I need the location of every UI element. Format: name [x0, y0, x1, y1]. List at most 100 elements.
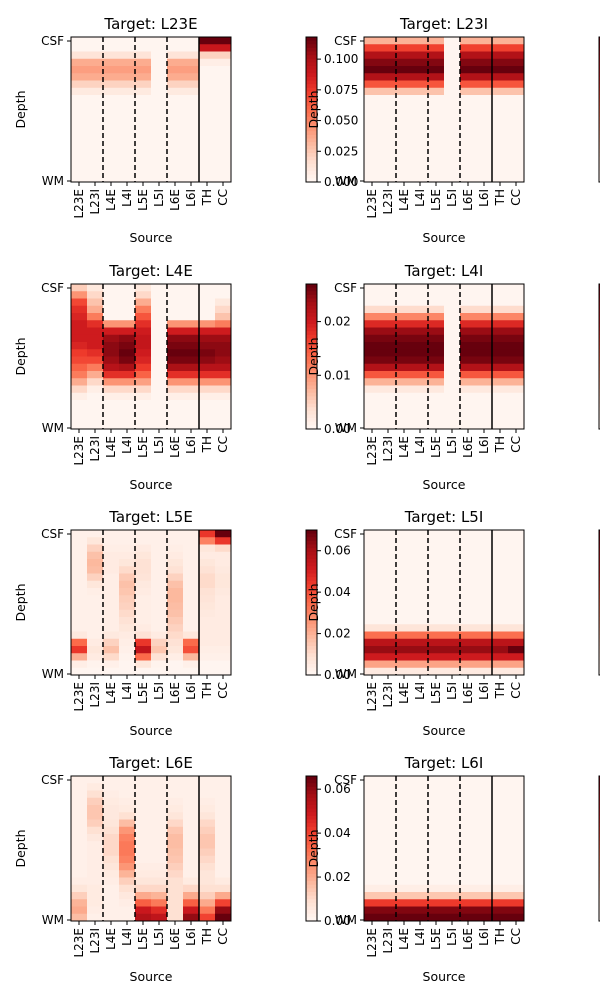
heatmap-cell — [444, 407, 461, 415]
heatmap-cell — [428, 73, 445, 81]
x-tick-label: L23I — [88, 928, 102, 954]
heatmap-cell — [396, 407, 413, 415]
plot-frame — [363, 529, 525, 676]
y-axis-label: Depth — [306, 90, 321, 128]
heatmap-cell — [135, 363, 152, 372]
heatmap-cell — [215, 138, 232, 147]
heatmap-cell — [135, 660, 152, 669]
heatmap-cell — [151, 537, 168, 545]
heatmap-cell — [508, 906, 525, 915]
x-tick-label: L6I — [184, 682, 198, 700]
heatmap-cell — [167, 537, 184, 545]
colorbar-segment — [306, 913, 317, 918]
heatmap-cell — [135, 313, 152, 321]
heatmap-cell — [364, 855, 381, 864]
heatmap-cell — [151, 124, 168, 132]
heatmap-cell — [380, 848, 397, 857]
heatmap-cell — [412, 906, 429, 915]
heatmap-cell — [428, 631, 445, 640]
heatmap-cell — [364, 913, 381, 922]
heatmap-cell — [364, 544, 381, 553]
heatmap-cell — [492, 797, 509, 806]
heatmap-cell — [364, 819, 381, 828]
heatmap-cell — [492, 116, 509, 125]
heatmap-cell — [444, 349, 461, 357]
colorbar-segment — [306, 656, 317, 662]
heatmap-cell — [119, 667, 136, 676]
heatmap-cell — [412, 356, 429, 365]
heatmap-cell — [396, 776, 413, 784]
heatmap-cell — [87, 124, 104, 132]
heatmap-cell — [380, 899, 397, 907]
heatmap-cell — [215, 291, 232, 299]
heatmap-cell — [151, 131, 168, 139]
heatmap-cell — [364, 342, 381, 350]
heatmap-cell — [215, 812, 232, 820]
heatmap-cell — [167, 298, 184, 307]
colorbar-tick-label: 0.00 — [324, 914, 351, 928]
heatmap-cell — [199, 646, 216, 654]
heatmap-cell — [476, 349, 493, 357]
heatmap-cell — [364, 421, 381, 430]
heatmap-cell — [476, 537, 493, 545]
heatmap-cell — [183, 595, 200, 603]
heatmap-cell — [380, 595, 397, 603]
heatmap-cell — [428, 797, 445, 806]
heatmap-cell — [476, 284, 493, 292]
heatmap-cell — [119, 884, 136, 893]
heatmap-cell — [183, 363, 200, 372]
heatmap-cell — [103, 899, 120, 907]
heatmap-cell — [71, 378, 88, 386]
colorbar-segment — [306, 84, 317, 89]
colorbar-segment — [306, 540, 317, 546]
heatmap-cell — [396, 660, 413, 669]
colorbar-segment — [306, 815, 317, 821]
colorbar-segment — [306, 407, 317, 412]
heatmap-cell — [380, 73, 397, 81]
heatmap-cell — [87, 848, 104, 857]
heatmap-cell — [444, 174, 461, 183]
heatmap-cell — [476, 863, 493, 871]
heatmap-cell — [412, 863, 429, 871]
heatmap-cell — [428, 421, 445, 430]
heatmap-cell — [444, 87, 461, 96]
heatmap-cell — [508, 400, 525, 408]
heatmap-cell — [396, 906, 413, 915]
heatmap-cell — [364, 414, 381, 423]
heatmap-cell — [460, 530, 477, 538]
y-axis-label: Depth — [306, 337, 321, 375]
heatmap-cell — [380, 797, 397, 806]
heatmap-cell — [215, 819, 232, 828]
heatmap-cell — [71, 617, 88, 625]
heatmap-cell — [87, 145, 104, 154]
heatmap-cell — [87, 624, 104, 632]
heatmap-cell — [199, 617, 216, 625]
heatmap-cell — [135, 87, 152, 96]
heatmap-cell — [167, 870, 184, 878]
heatmap-cell — [508, 174, 525, 183]
colorbar-segment — [306, 392, 317, 397]
heatmap-cell — [508, 602, 525, 611]
heatmap-cell — [492, 566, 509, 574]
heatmap-cell — [364, 87, 381, 96]
heatmap-cell — [199, 790, 216, 799]
y-tick-label: WM — [335, 421, 357, 435]
heatmap-cell — [396, 95, 413, 103]
heatmap-cell — [87, 392, 104, 401]
heatmap-cell — [119, 87, 136, 96]
heatmap-cell — [428, 588, 445, 596]
heatmap-cell — [215, 298, 232, 307]
heatmap-cell — [71, 595, 88, 603]
heatmap-cell — [492, 58, 509, 67]
heatmap-cell — [135, 334, 152, 343]
heatmap-cell — [508, 153, 525, 161]
heatmap-cell — [364, 834, 381, 842]
heatmap-cell — [476, 812, 493, 820]
heatmap-cell — [476, 131, 493, 139]
heatmap-cell — [428, 298, 445, 307]
heatmap-cell — [151, 863, 168, 871]
heatmap-cell — [396, 349, 413, 357]
heatmap-cell — [167, 841, 184, 849]
heatmap-cell — [396, 855, 413, 864]
x-tick-label: L4I — [120, 189, 134, 207]
